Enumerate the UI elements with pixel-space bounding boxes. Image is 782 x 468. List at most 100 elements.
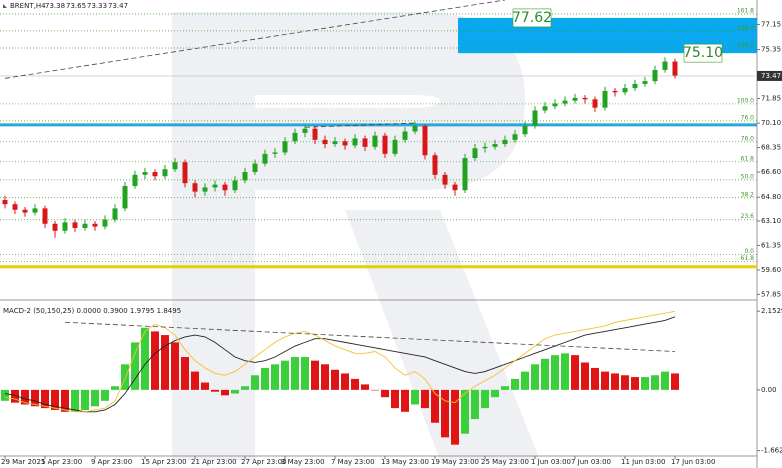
y-tick-label: -1.6626 — [761, 447, 782, 455]
x-tick-label: 11 Jun 03:00 — [621, 458, 665, 466]
candle-body — [592, 99, 598, 108]
candle-body — [232, 180, 238, 191]
candle-body — [62, 222, 68, 231]
candle-body — [262, 153, 268, 164]
histogram-bar — [291, 356, 299, 390]
x-tick-label: 1 Jun 03:00 — [531, 458, 571, 466]
candle-body — [622, 88, 628, 93]
fib-label: 76.0 — [741, 114, 755, 121]
fib-label: 161.8 — [737, 7, 754, 14]
histogram-bar — [381, 389, 389, 398]
candle-body — [482, 146, 488, 149]
histogram-bar — [601, 371, 609, 390]
histogram-bar — [101, 389, 109, 401]
candle-body — [32, 208, 38, 213]
fib-label: 50.0 — [741, 173, 755, 180]
histogram-bar — [171, 342, 179, 390]
current-price-box — [757, 70, 782, 81]
x-tick-label: 5 Apr 23:00 — [41, 458, 82, 466]
histogram-bar — [391, 389, 399, 409]
candle-body — [72, 222, 78, 228]
histogram-bar — [81, 389, 89, 410]
histogram-bar — [161, 335, 169, 390]
histogram-bar — [21, 389, 29, 405]
candle-body — [412, 125, 418, 132]
histogram-bar — [201, 382, 209, 390]
candle-body — [2, 200, 8, 205]
candle-body — [102, 219, 108, 227]
candle-body — [212, 184, 218, 188]
candle-body — [312, 128, 318, 140]
candle-body — [242, 172, 248, 181]
candle-body — [672, 61, 678, 76]
candle-body — [372, 135, 378, 147]
x-tick-label: 27 Apr 23:00 — [241, 458, 287, 466]
candle-body — [92, 223, 98, 227]
histogram-bar — [231, 389, 239, 394]
histogram-bar — [591, 367, 599, 390]
histogram-bar — [361, 384, 369, 390]
histogram-bar — [351, 378, 359, 390]
y-tick-label: 71.85 — [761, 95, 781, 103]
fib-label: 23.6 — [741, 213, 755, 220]
histogram-bar — [471, 389, 479, 420]
histogram-bar — [541, 358, 549, 390]
fib-label: 38.2 — [741, 191, 755, 198]
candle-body — [612, 90, 618, 93]
histogram-bar — [61, 389, 69, 412]
candle-body — [442, 174, 448, 185]
histogram-bar — [11, 389, 19, 403]
fib-label: 76.0 — [741, 135, 755, 142]
candle-body — [552, 103, 558, 107]
header-close: 73.47 — [108, 2, 128, 10]
histogram-bar — [521, 371, 529, 390]
y-tick-label: 68.35 — [761, 144, 781, 152]
fib-label: 138.2 — [737, 24, 754, 31]
candle-body — [252, 163, 258, 173]
histogram-bar — [621, 375, 629, 390]
target-label-box — [512, 8, 552, 28]
histogram-bar — [531, 364, 539, 390]
symbol: BRENT,H4 — [10, 2, 46, 10]
candle-body — [392, 139, 398, 154]
histogram-bar — [221, 389, 229, 396]
x-tick-label: 9 Apr 23:00 — [91, 458, 132, 466]
histogram-bar — [341, 373, 349, 390]
candle-body — [492, 144, 498, 147]
histogram-bar — [641, 377, 649, 390]
x-tick-label: 15 Apr 23:00 — [141, 458, 187, 466]
candle-body — [502, 139, 508, 145]
histogram-bar — [661, 371, 669, 390]
candle-body — [172, 162, 178, 170]
histogram-bar — [481, 389, 489, 409]
histogram-bar — [461, 389, 469, 434]
histogram-bar — [241, 386, 249, 390]
histogram-bar — [181, 356, 189, 390]
histogram-bar — [151, 331, 159, 390]
fib-label: 61.8 — [741, 255, 755, 262]
x-tick-label: 25 May 23:00 — [481, 458, 529, 466]
fib-label: 0.0 — [744, 248, 754, 255]
candle-body — [562, 100, 568, 104]
fib-label: 126.2 — [737, 41, 754, 48]
header-open: 73.38 — [45, 2, 65, 10]
histogram-bar — [1, 389, 9, 401]
x-tick-label: 29 Mar 2021 — [1, 458, 45, 466]
histogram-bar — [281, 360, 289, 390]
histogram-bar — [401, 389, 409, 412]
histogram-bar — [651, 375, 659, 390]
histogram-bar — [501, 386, 509, 390]
fib-label: 61.8 — [741, 155, 755, 162]
y-tick-label: 63.10 — [761, 217, 781, 225]
candle-body — [302, 128, 308, 133]
candle-body — [522, 125, 528, 135]
macd-line — [4, 310, 676, 413]
x-tick-label: 19 May 23:00 — [431, 458, 479, 466]
histogram-bar — [671, 373, 679, 390]
histogram-bar — [581, 362, 589, 390]
histogram-bar — [321, 364, 329, 390]
candle-body — [82, 223, 88, 228]
histogram-bar — [71, 389, 79, 412]
candle-body — [272, 152, 278, 154]
